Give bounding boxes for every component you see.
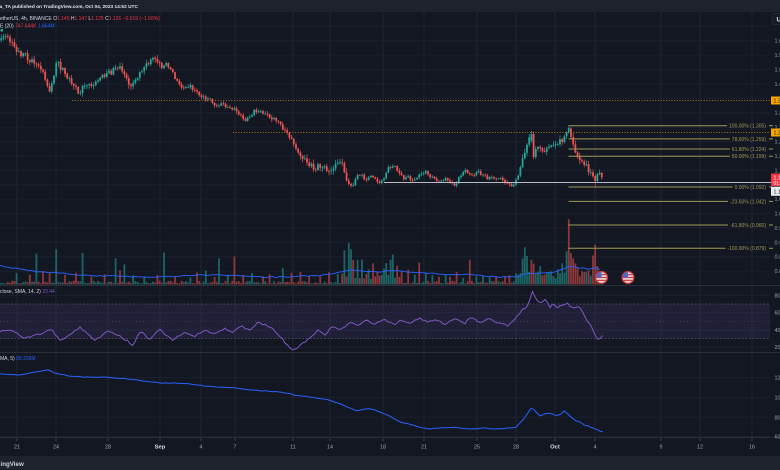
svg-text:1.05: 1.05: [775, 197, 780, 203]
svg-text:1.60: 1.60: [775, 39, 780, 45]
svg-text:25: 25: [474, 445, 480, 451]
svg-text:1.25: 1.25: [775, 140, 780, 146]
svg-text:close, SMA, 14, 2) 33.44: close, SMA, 14, 2) 33.44: [0, 289, 55, 295]
svg-text:100.00% (1.305): 100.00% (1.305): [729, 124, 766, 130]
svg-text:0.95: 0.95: [775, 226, 780, 232]
svg-text:9: 9: [660, 445, 663, 451]
svg-text:0.90: 0.90: [775, 240, 780, 246]
svg-text:etherUS, 4h, BINANCE O1.145 H: etherUS, 4h, BINANCE O1.145 H1.147 L1.12…: [0, 16, 160, 22]
svg-text:60: 60: [775, 435, 780, 441]
svg-text:0.85: 0.85: [775, 255, 780, 261]
svg-text:1.28: 1.28: [774, 130, 780, 136]
svg-text:-61.80% (0.960): -61.80% (0.960): [730, 223, 766, 229]
svg-text:50.00% (1.199): 50.00% (1.199): [732, 154, 767, 160]
svg-text:1.55: 1.55: [775, 53, 780, 59]
svg-text:28: 28: [105, 445, 111, 451]
svg-text:1.39: 1.39: [774, 98, 780, 104]
svg-text:7: 7: [234, 445, 237, 451]
svg-text:40: 40: [775, 328, 780, 334]
svg-text:80: 80: [775, 415, 780, 421]
svg-text:-23.60% (1.042): -23.60% (1.042): [730, 199, 766, 205]
svg-text:24: 24: [53, 445, 59, 451]
svg-text:0.00% (1.092): 0.00% (1.092): [735, 185, 767, 191]
svg-text:4: 4: [200, 445, 203, 451]
svg-text:1.35: 1.35: [775, 111, 780, 117]
svg-text:61.80% (1.224): 61.80% (1.224): [732, 147, 767, 153]
svg-text:18: 18: [380, 445, 386, 451]
svg-text:1.00: 1.00: [775, 212, 780, 218]
svg-text:1.12: 1.12: [774, 175, 780, 181]
svg-text:11: 11: [290, 445, 296, 451]
svg-text:ta_TA published on TradingView: ta_TA published on TradingView.com, Oct …: [0, 4, 138, 10]
svg-text:28: 28: [513, 445, 519, 451]
svg-text:80: 80: [775, 293, 780, 299]
svg-text:U: U: [777, 17, 780, 24]
svg-text:-100.00% (0.879): -100.00% (0.879): [727, 246, 766, 252]
svg-text:1.20: 1.20: [775, 154, 780, 160]
svg-text:21: 21: [14, 445, 20, 451]
svg-text:120: 120: [775, 376, 780, 382]
svg-text:12: 12: [697, 445, 703, 451]
svg-text:60: 60: [775, 311, 780, 317]
svg-text:14: 14: [327, 445, 333, 451]
svg-text:4: 4: [594, 445, 597, 451]
svg-text:16: 16: [749, 445, 755, 451]
svg-text:MA, 5) 59.226M: MA, 5) 59.226M: [0, 356, 36, 362]
svg-text:78.60% (1.259): 78.60% (1.259): [732, 137, 767, 143]
svg-text:100: 100: [775, 396, 780, 402]
svg-text:1.50: 1.50: [775, 68, 780, 74]
svg-text:01:0: 01:0: [774, 181, 780, 187]
svg-text:1.45: 1.45: [775, 82, 780, 88]
svg-text:ingView: ingView: [1, 461, 24, 468]
svg-text:1.10: 1.10: [774, 189, 780, 195]
svg-text:1.30: 1.30: [775, 125, 780, 131]
svg-text:1.15: 1.15: [775, 168, 780, 174]
svg-text:21: 21: [421, 445, 427, 451]
svg-text:Sep: Sep: [155, 445, 166, 451]
svg-text:0.80: 0.80: [775, 269, 780, 275]
svg-text:Oct: Oct: [550, 445, 560, 451]
svg-text:20: 20: [775, 345, 780, 351]
svg-text:E (20) 747.644K 1.864M: E (20) 747.644K 1.864M: [0, 24, 55, 30]
